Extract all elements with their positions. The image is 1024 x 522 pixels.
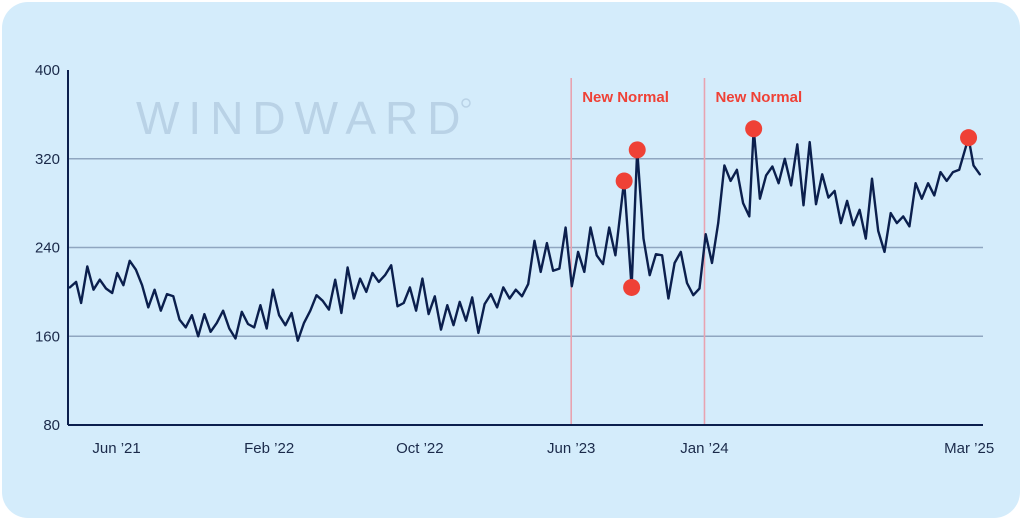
x-tick-label: Feb ’22	[244, 440, 294, 457]
new-normal-label: New Normal	[582, 89, 669, 106]
highlight-point	[745, 120, 763, 138]
watermark-registered-mark	[461, 98, 471, 108]
y-tick-label: 240	[35, 240, 60, 257]
x-tick-label: Mar ’25	[944, 440, 994, 457]
windward-watermark: WINDWARD	[136, 92, 469, 144]
highlight-point	[623, 278, 641, 296]
y-tick-label: 400	[35, 62, 60, 79]
new-normal-label: New Normal	[715, 89, 802, 106]
x-tick-label: Oct ’22	[396, 440, 444, 457]
x-tick-label: Jun ’21	[92, 440, 140, 457]
y-tick-label: 320	[35, 151, 60, 168]
x-tick-label: Jun ’23	[547, 440, 595, 457]
x-tick-label: Jan ’24	[680, 440, 728, 457]
series-line	[68, 127, 981, 342]
highlight-point	[615, 172, 633, 190]
highlight-point	[960, 129, 978, 147]
highlight-point	[628, 141, 646, 159]
y-tick-label: 160	[35, 328, 60, 345]
y-tick-label: 80	[43, 417, 60, 434]
